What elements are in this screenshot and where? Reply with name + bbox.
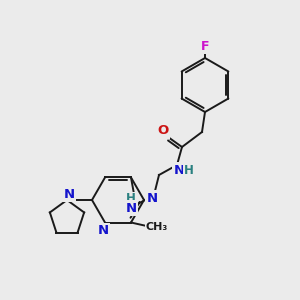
Text: O: O (158, 124, 169, 137)
Text: N: N (146, 191, 158, 205)
Text: N: N (125, 202, 136, 214)
Text: N: N (173, 164, 184, 176)
Text: H: H (126, 193, 136, 206)
Text: N: N (98, 224, 109, 237)
Text: CH₃: CH₃ (146, 221, 168, 232)
Text: N: N (63, 188, 75, 200)
Text: H: H (184, 164, 194, 176)
Text: F: F (201, 40, 209, 52)
